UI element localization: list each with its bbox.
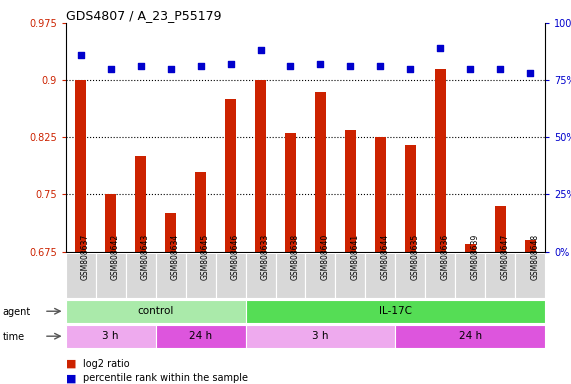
Text: GSM808647: GSM808647 [500, 234, 509, 280]
Bar [286, 134, 296, 252]
Point [406, 66, 415, 72]
Text: GSM808646: GSM808646 [231, 234, 240, 280]
Bar [495, 206, 505, 252]
Text: 24 h: 24 h [459, 331, 482, 341]
Text: agent: agent [3, 307, 31, 317]
FancyBboxPatch shape [395, 325, 545, 348]
FancyBboxPatch shape [305, 253, 335, 298]
Bar [166, 214, 176, 252]
FancyBboxPatch shape [66, 253, 96, 298]
Point [106, 66, 115, 72]
Text: GSM808648: GSM808648 [530, 234, 540, 280]
Text: percentile rank within the sample: percentile rank within the sample [83, 373, 248, 383]
Text: GSM808635: GSM808635 [411, 234, 420, 280]
Bar [195, 172, 206, 252]
Text: 3 h: 3 h [102, 331, 119, 341]
FancyBboxPatch shape [365, 253, 395, 298]
FancyBboxPatch shape [485, 253, 515, 298]
Text: ■: ■ [66, 359, 76, 369]
Bar [75, 80, 86, 252]
Text: GSM808643: GSM808643 [140, 234, 150, 280]
FancyBboxPatch shape [126, 253, 155, 298]
Point [136, 63, 145, 70]
Text: control: control [138, 306, 174, 316]
Text: GDS4807 / A_23_P55179: GDS4807 / A_23_P55179 [66, 9, 221, 22]
Text: GSM808637: GSM808637 [81, 234, 90, 280]
Text: log2 ratio: log2 ratio [83, 359, 130, 369]
Point [436, 45, 445, 51]
Bar [375, 137, 385, 252]
FancyBboxPatch shape [155, 253, 186, 298]
Bar [255, 80, 266, 252]
Bar [345, 130, 356, 252]
Bar [315, 91, 325, 252]
Point [466, 66, 475, 72]
FancyBboxPatch shape [215, 253, 246, 298]
Point [526, 70, 535, 76]
FancyBboxPatch shape [515, 253, 545, 298]
Text: GSM808639: GSM808639 [471, 234, 480, 280]
Point [496, 66, 505, 72]
Point [196, 63, 205, 70]
Point [256, 47, 265, 53]
Text: GSM808634: GSM808634 [171, 234, 180, 280]
Text: ■: ■ [66, 373, 76, 383]
Text: GSM808642: GSM808642 [111, 234, 120, 280]
FancyBboxPatch shape [186, 253, 215, 298]
Text: GSM808645: GSM808645 [200, 234, 210, 280]
Text: 24 h: 24 h [189, 331, 212, 341]
FancyBboxPatch shape [455, 253, 485, 298]
Text: GSM808641: GSM808641 [351, 234, 360, 280]
Text: time: time [3, 332, 25, 342]
FancyBboxPatch shape [155, 325, 246, 348]
Point [166, 66, 175, 72]
Bar [465, 244, 476, 252]
FancyBboxPatch shape [66, 300, 246, 323]
FancyBboxPatch shape [246, 325, 395, 348]
FancyBboxPatch shape [425, 253, 455, 298]
Bar [106, 194, 116, 252]
Point [316, 61, 325, 67]
Bar [405, 145, 416, 252]
FancyBboxPatch shape [66, 325, 155, 348]
Point [286, 63, 295, 70]
Text: GSM808644: GSM808644 [380, 234, 389, 280]
Bar [525, 240, 536, 252]
Point [76, 52, 85, 58]
FancyBboxPatch shape [246, 253, 275, 298]
Text: GSM808636: GSM808636 [440, 234, 449, 280]
Point [226, 61, 235, 67]
Point [346, 63, 355, 70]
FancyBboxPatch shape [96, 253, 126, 298]
FancyBboxPatch shape [246, 300, 545, 323]
Bar [135, 156, 146, 252]
FancyBboxPatch shape [395, 253, 425, 298]
Text: GSM808640: GSM808640 [320, 234, 329, 280]
Text: GSM808633: GSM808633 [260, 234, 270, 280]
Point [376, 63, 385, 70]
Text: 3 h: 3 h [312, 331, 329, 341]
Text: GSM808638: GSM808638 [291, 234, 300, 280]
Bar [226, 99, 236, 252]
Bar [435, 69, 445, 252]
Text: IL-17C: IL-17C [379, 306, 412, 316]
FancyBboxPatch shape [335, 253, 365, 298]
FancyBboxPatch shape [275, 253, 305, 298]
